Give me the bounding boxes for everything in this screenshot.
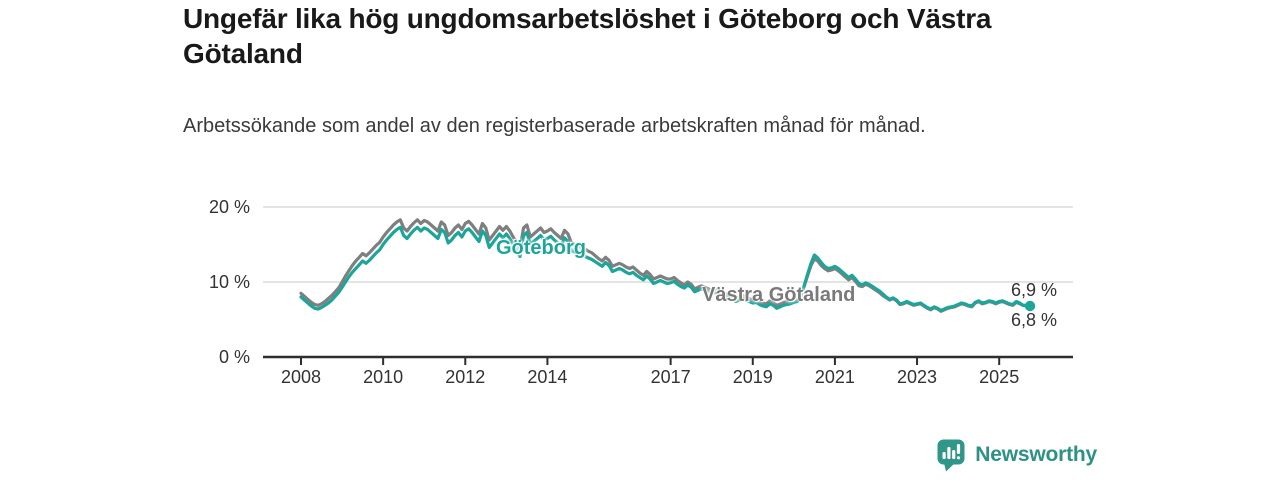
page-title: Ungefär lika hög ungdomsarbetslöshet i G… <box>183 3 992 69</box>
chart-subtitle: Arbetssökande som andel av den registerb… <box>183 115 926 137</box>
series-label-goteborg: Göteborg <box>496 237 586 259</box>
y-axis-label-10: 10 % <box>208 272 250 292</box>
y-axis-label-0: 0 % <box>218 347 250 367</box>
x-axis-label-2021: 2021 <box>814 367 855 387</box>
x-axis-label-2025: 2025 <box>979 367 1020 387</box>
x-axis-label-2008: 2008 <box>280 367 322 387</box>
x-axis-label-2023: 2023 <box>897 367 938 387</box>
x-axis-label-2019: 2019 <box>732 367 773 387</box>
newsworthy-logo: Newsworthy <box>936 438 1097 472</box>
end-value-label-goteborg: 6,8 % <box>1011 310 1058 330</box>
x-axis-label-2012: 2012 <box>445 367 486 387</box>
x-axis-label-2010: 2010 <box>363 367 404 387</box>
series-label-vastra-gotaland: Västra Götaland <box>702 284 856 306</box>
newsworthy-bubble-chart-icon <box>937 439 965 472</box>
x-axis-label-2014: 2014 <box>527 367 568 387</box>
y-axis-label-20: 20 % <box>208 197 250 217</box>
series-line-g-teborg <box>299 225 1032 313</box>
end-value-label-vastra-gotaland: 6,9 % <box>1011 280 1058 300</box>
newsworthy-wordmark: Newsworthy <box>975 443 1097 466</box>
series-endpoint-dot-goteborg <box>1024 300 1036 312</box>
x-axis-label-2017: 2017 <box>650 367 691 387</box>
